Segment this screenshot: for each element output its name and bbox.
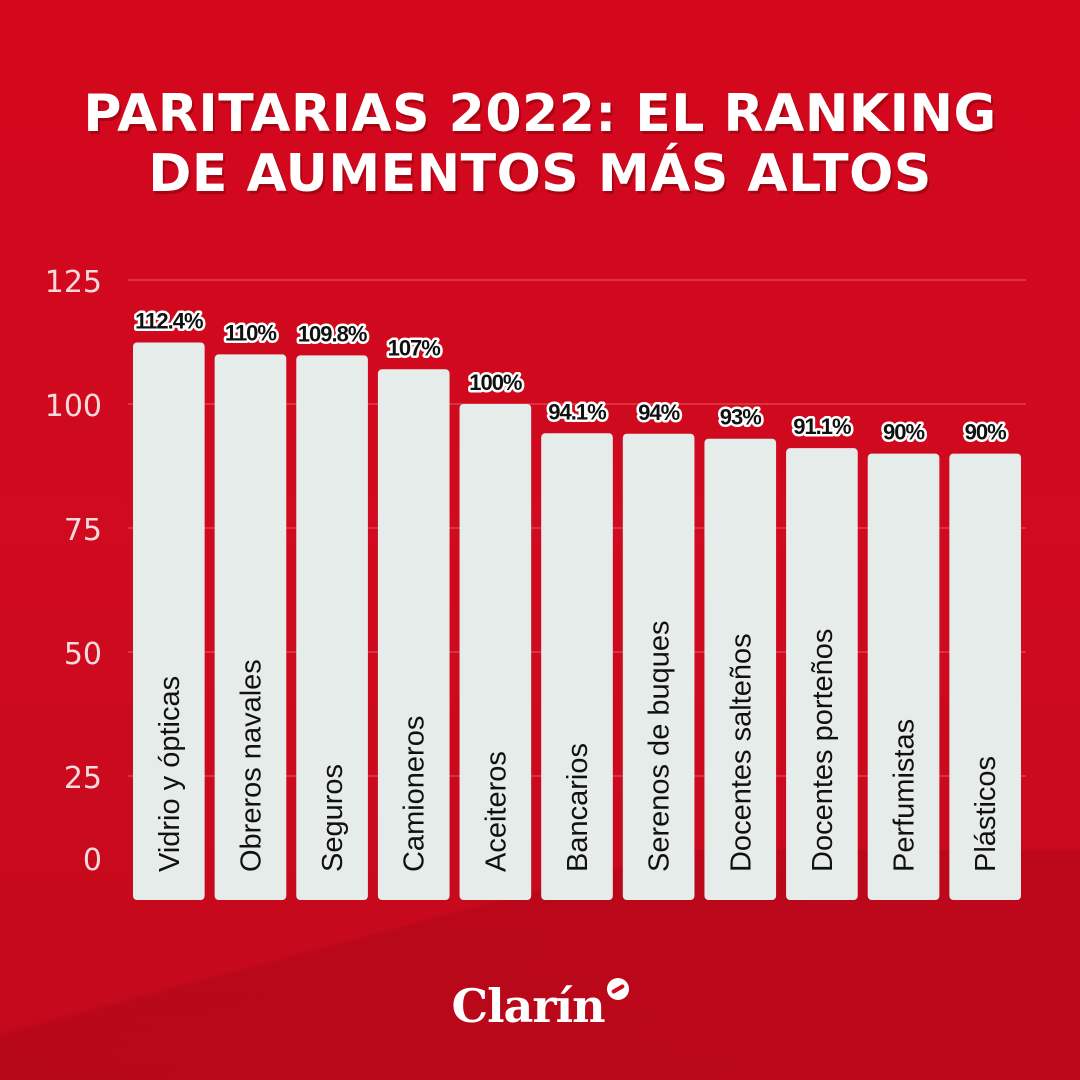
data-label: 93%	[720, 405, 761, 430]
data-label: 100%	[469, 370, 522, 395]
data-label: 90%	[883, 420, 924, 445]
bar	[296, 355, 368, 901]
category-label: Serenos de buques	[644, 620, 676, 872]
clarin-logo: Clarín	[0, 978, 1080, 1033]
y-tick-label: 0	[83, 843, 102, 878]
data-label: 94.1%	[548, 399, 606, 424]
category-label: Obreros navales	[235, 659, 267, 872]
category-label: Docentes salteños	[725, 633, 757, 872]
category-label: Bancarios	[562, 743, 594, 872]
category-label: Camioneros	[399, 716, 431, 872]
category-label: Vidrio y ópticas	[154, 676, 186, 872]
data-label: 107%	[388, 335, 441, 360]
y-tick-label: 125	[45, 265, 102, 300]
data-label: 91.1%	[793, 414, 851, 439]
data-label: 112.4%	[135, 308, 203, 333]
title-line-2: DE AUMENTOS MÁS ALTOS	[148, 144, 932, 204]
bar	[133, 342, 205, 901]
category-label: Docentes porteños	[807, 629, 839, 872]
bar	[867, 453, 940, 900]
clarin-logo-icon	[606, 978, 629, 1000]
bar	[541, 433, 613, 900]
y-tick-label: 75	[64, 513, 102, 548]
category-label: Perfumistas	[889, 719, 921, 872]
category-label: Aceiteros	[480, 751, 512, 872]
data-label: 109.8%	[298, 321, 367, 346]
data-label: 90%	[965, 420, 1006, 445]
data-label: 94%	[638, 400, 679, 425]
bar	[949, 453, 1021, 900]
data-label: 110%	[225, 320, 276, 345]
bar	[786, 448, 858, 900]
y-tick-label: 25	[64, 761, 102, 796]
logo-text: Clarín	[451, 979, 605, 1033]
bar	[377, 369, 450, 900]
y-tick-label: 100	[45, 389, 102, 424]
y-tick-label: 50	[64, 637, 102, 672]
category-label: Seguros	[317, 764, 349, 872]
bar	[459, 404, 532, 900]
bar	[214, 354, 287, 900]
bar	[622, 433, 695, 900]
chart-title: PARITARIAS 2022: EL RANKING DE AUMENTOS …	[0, 84, 1080, 204]
bar	[704, 438, 777, 900]
title-line-1: PARITARIAS 2022: EL RANKING	[83, 84, 997, 144]
category-label: Plásticos	[970, 756, 1002, 872]
